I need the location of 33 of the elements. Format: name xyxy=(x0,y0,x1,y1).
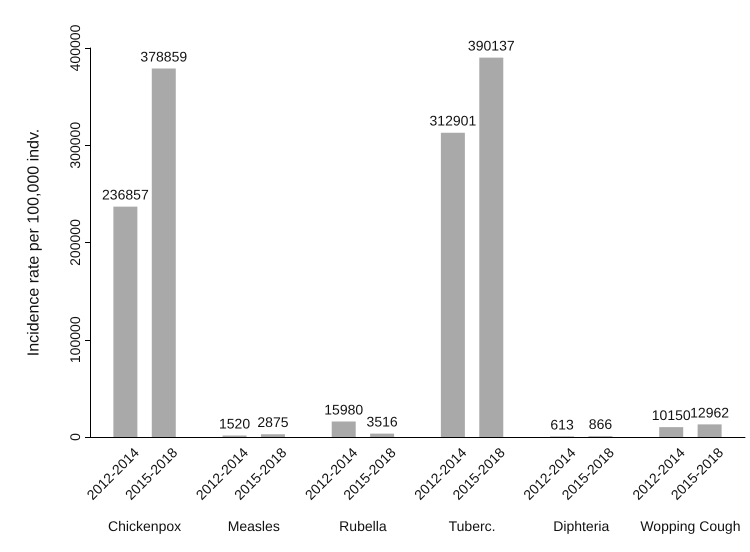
data-label: 312901 xyxy=(430,112,476,129)
data-label: 10150 xyxy=(652,407,691,424)
y-axis-title: Incidence rate per 100,000 indv. xyxy=(26,128,42,356)
data-label: 15980 xyxy=(324,401,364,418)
y-tick-label: 300000 xyxy=(67,122,83,169)
data-label: 3516 xyxy=(366,414,398,430)
bar xyxy=(479,58,504,437)
x-tick-label: Chickenpox xyxy=(108,518,182,534)
data-label: 12962 xyxy=(690,404,730,420)
y-tick-label: 200000 xyxy=(67,218,83,266)
data-label: 2875 xyxy=(257,414,289,430)
x-tick-label: Tuberc. xyxy=(448,518,496,534)
y-tick-label: 400000 xyxy=(67,24,83,72)
data-label: 866 xyxy=(588,416,612,432)
data-label: 390137 xyxy=(468,38,515,54)
x-tick-label: Rubella xyxy=(339,518,387,534)
data-label: 613 xyxy=(550,416,574,432)
x-tick-label: Measles xyxy=(228,518,280,534)
y-tick-label: 0 xyxy=(67,432,83,441)
bar xyxy=(440,132,465,437)
bar xyxy=(332,421,356,437)
bar xyxy=(659,427,684,437)
bar xyxy=(113,206,138,437)
y-tick-label: 100000 xyxy=(67,316,83,364)
bar xyxy=(370,434,394,437)
bar xyxy=(698,424,722,437)
data-label: 378859 xyxy=(140,48,188,65)
x-tick-label: Wopping Cough xyxy=(640,518,740,534)
x-tick-label: Diphteria xyxy=(553,518,610,534)
data-label: 1520 xyxy=(218,416,250,432)
data-label: 236857 xyxy=(102,186,149,203)
bar xyxy=(152,68,176,437)
bar xyxy=(260,434,285,437)
